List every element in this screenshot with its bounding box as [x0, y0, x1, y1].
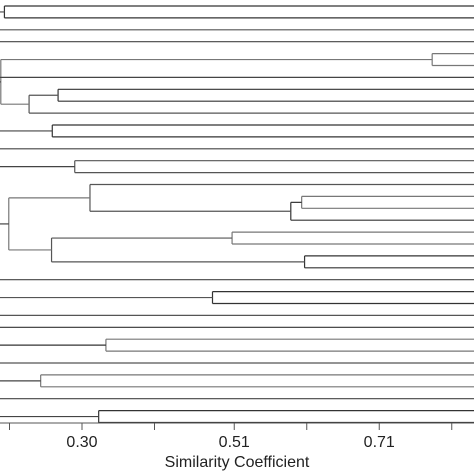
- x-tick-label-0: 0.30: [66, 434, 97, 451]
- x-axis-ticks: [9, 423, 453, 430]
- x-tick-label-1: 0.51: [219, 434, 250, 451]
- x-tick-label-2: 0.71: [364, 434, 395, 451]
- dendrogram-branches: [0, 5, 474, 424]
- x-axis-title: Similarity Coefficient: [164, 454, 310, 471]
- x-axis-tick-labels: 0.30 0.51 0.71: [66, 434, 394, 451]
